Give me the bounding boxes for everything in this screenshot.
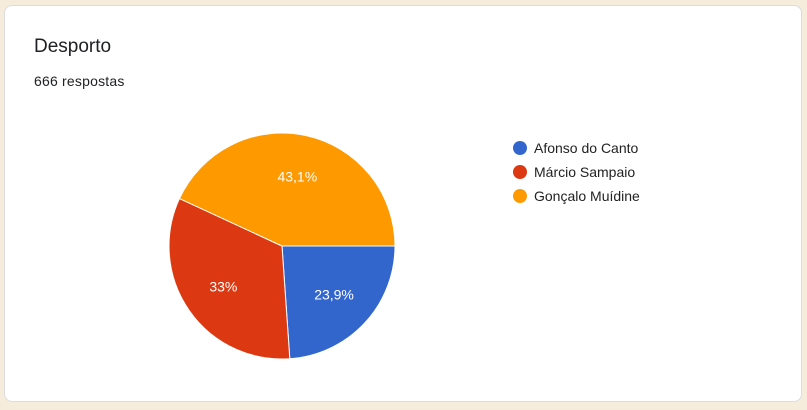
question-title: Desporto	[34, 36, 112, 57]
legend-label: Márcio Sampaio	[534, 164, 636, 180]
slice-label: 43,1%	[277, 168, 317, 184]
pie-slice[interactable]	[178, 132, 396, 247]
legend-dot	[513, 189, 527, 203]
legend-item[interactable]: Márcio Sampaio	[513, 160, 640, 184]
legend-label: Afonso do Canto	[534, 140, 639, 156]
legend-item[interactable]: Gonçalo Muídine	[513, 184, 640, 208]
slice-label: 33%	[209, 278, 237, 294]
legend-label: Gonçalo Muídine	[534, 188, 640, 204]
legend-dot	[513, 141, 527, 155]
pie-slice[interactable]	[281, 245, 396, 360]
pie-slice[interactable]	[168, 197, 291, 360]
response-count: 666 respostas	[34, 73, 125, 89]
legend-item[interactable]: Afonso do Canto	[513, 136, 640, 160]
legend: Afonso do Canto Márcio Sampaio Gonçalo M…	[513, 136, 640, 208]
pie-chart: 23,9% 33% 43,1%	[168, 132, 396, 360]
legend-dot	[513, 165, 527, 179]
chart-card: Desporto 666 respostas 23,9% 33% 43,1% Afo…	[4, 5, 802, 402]
slice-label: 23,9%	[314, 287, 354, 303]
